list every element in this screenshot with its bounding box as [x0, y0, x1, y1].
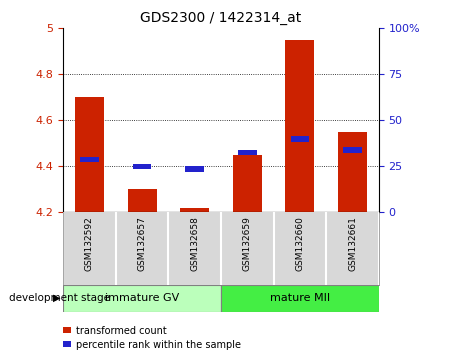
Text: development stage: development stage: [9, 293, 110, 303]
Bar: [185, 166, 204, 172]
Bar: [238, 150, 257, 155]
Text: GSM132592: GSM132592: [85, 216, 94, 271]
Bar: [180, 208, 209, 212]
Text: immature GV: immature GV: [105, 293, 179, 303]
Bar: [343, 147, 362, 153]
Text: GSM132658: GSM132658: [190, 216, 199, 271]
Bar: [291, 136, 309, 142]
Text: GSM132657: GSM132657: [138, 216, 147, 271]
Text: mature MII: mature MII: [270, 293, 330, 303]
Text: percentile rank within the sample: percentile rank within the sample: [76, 340, 241, 350]
Title: GDS2300 / 1422314_at: GDS2300 / 1422314_at: [140, 11, 302, 24]
Bar: [80, 156, 99, 162]
Bar: [233, 155, 262, 212]
Bar: [63, 285, 221, 312]
Text: transformed count: transformed count: [76, 326, 166, 336]
Bar: [338, 132, 367, 212]
Bar: [133, 164, 151, 169]
Bar: [128, 189, 156, 212]
Bar: [285, 40, 314, 212]
Text: ▶: ▶: [53, 293, 61, 303]
Text: GSM132661: GSM132661: [348, 216, 357, 271]
Bar: [75, 97, 104, 212]
Text: GSM132659: GSM132659: [243, 216, 252, 271]
Bar: [221, 285, 379, 312]
Text: GSM132660: GSM132660: [295, 216, 304, 271]
